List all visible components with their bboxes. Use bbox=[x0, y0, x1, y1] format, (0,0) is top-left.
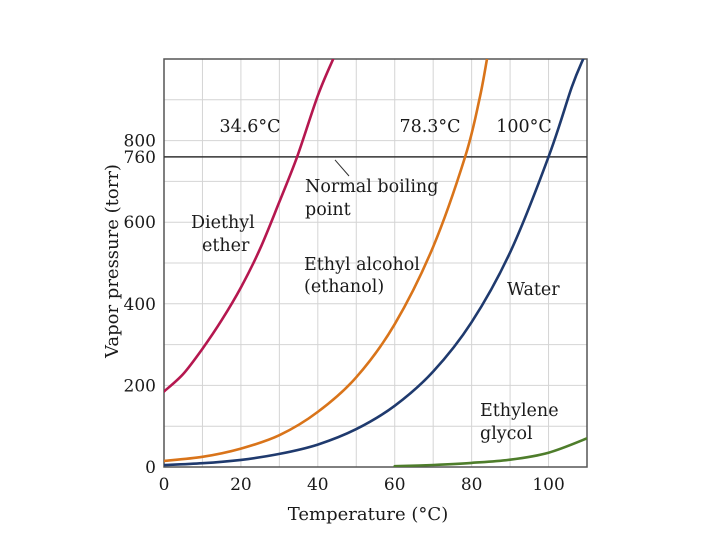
legend-water: Water bbox=[507, 280, 560, 300]
legend-diethyl-ether-1: Diethyl bbox=[191, 213, 255, 233]
x-tick-label: 80 bbox=[461, 475, 483, 495]
legend-diethyl-ether-2: ether bbox=[202, 236, 250, 256]
normal-boiling-point-label: Normal boiling bbox=[305, 177, 438, 197]
legend-ethyl-alcohol-1: Ethyl alcohol bbox=[304, 255, 420, 275]
x-tick-label: 100 bbox=[532, 475, 564, 495]
x-tick-label: 0 bbox=[159, 475, 170, 495]
y-tick-label: 760 bbox=[124, 148, 156, 168]
series-line-diethyl-ether bbox=[164, 59, 335, 393]
series-line-ethylene-glycol bbox=[393, 437, 587, 467]
y-axis-label: Vapor pressure (torr) bbox=[102, 164, 123, 359]
y-tick-label: 800 bbox=[124, 132, 156, 152]
series-line-ethyl-alcohol-ethanol bbox=[164, 59, 489, 463]
normal-boiling-point-leader bbox=[334, 159, 350, 177]
x-tick-label: 60 bbox=[384, 475, 406, 495]
grid bbox=[164, 59, 587, 467]
plot-frame bbox=[163, 58, 588, 468]
x-axis-label: Temperature (°C) bbox=[288, 504, 448, 525]
annotation-ether-bp: 34.6°C bbox=[219, 117, 280, 137]
annotation-water-bp: 100°C bbox=[496, 117, 552, 137]
y-tick-label: 200 bbox=[124, 376, 156, 396]
x-tick-label: 20 bbox=[230, 475, 252, 495]
x-tick-label: 40 bbox=[307, 475, 329, 495]
series-line-water bbox=[164, 59, 585, 467]
y-tick-label: 600 bbox=[124, 213, 156, 233]
series-lines bbox=[164, 59, 587, 467]
x-tick-labels: 0 20 40 60 80 100 bbox=[159, 475, 565, 495]
y-tick-label: 400 bbox=[124, 295, 156, 315]
y-tick-label: 0 bbox=[145, 458, 156, 478]
legend-ethylene-glycol-1: Ethylene bbox=[480, 401, 559, 421]
legend-ethyl-alcohol-2: (ethanol) bbox=[304, 277, 384, 297]
annotation-ethanol-bp: 78.3°C bbox=[399, 117, 460, 137]
normal-boiling-point-label-2: point bbox=[305, 200, 351, 220]
legend-ethylene-glycol-2: glycol bbox=[480, 424, 533, 444]
